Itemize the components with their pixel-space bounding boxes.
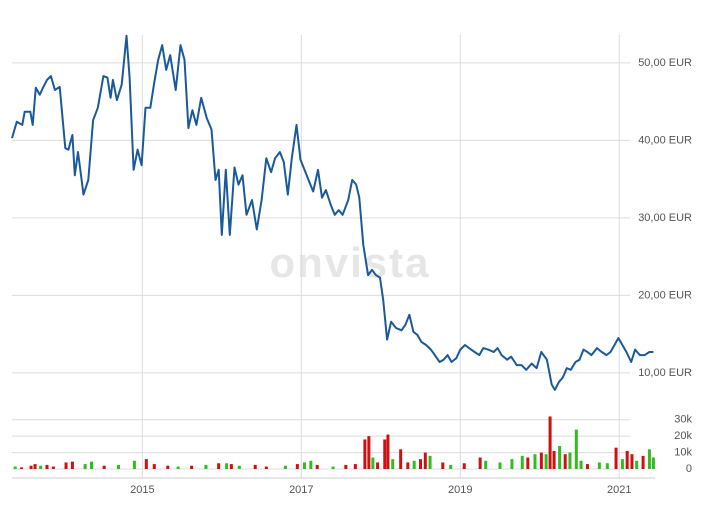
volume-bar — [190, 465, 194, 469]
x-tick-label: 2021 — [607, 484, 631, 496]
volume-bar — [302, 462, 306, 469]
watermark: onvista — [269, 239, 430, 286]
volume-bar — [176, 466, 180, 469]
volume-bar — [568, 452, 572, 469]
volume-bar — [237, 465, 241, 469]
volume-bar — [102, 465, 106, 469]
volume-bar — [585, 464, 589, 469]
x-tick-label: 2017 — [289, 484, 313, 496]
volume-bar — [225, 463, 229, 469]
volume-bar — [539, 452, 543, 469]
volume-bar — [597, 462, 601, 469]
y-tick-label: 0 — [686, 463, 692, 475]
volume-bar — [428, 455, 432, 469]
volume-bar — [39, 465, 43, 469]
volume-bar — [647, 449, 651, 469]
volume-bar — [64, 462, 68, 469]
volume-bar — [144, 459, 148, 469]
volume-bar — [309, 460, 313, 469]
volume-bar — [371, 457, 375, 469]
volume-bar — [363, 439, 367, 469]
volume-bar — [45, 464, 49, 469]
volume-bar — [264, 466, 268, 469]
volume-bar — [449, 464, 453, 469]
volume-bar — [641, 455, 645, 469]
volume-bar — [498, 462, 502, 469]
volume-bar — [478, 457, 482, 469]
y-tick-label: 10k — [674, 446, 692, 458]
volume-bar — [484, 460, 488, 469]
y-tick-label: 30,00 EUR — [638, 212, 692, 224]
volume-bar — [229, 464, 233, 469]
x-tick-label: 2015 — [130, 484, 154, 496]
volume-bar — [399, 449, 403, 469]
volume-bar — [520, 455, 524, 469]
volume-bar — [132, 460, 136, 469]
volume-bar — [83, 464, 87, 469]
volume-bar — [253, 464, 257, 469]
volume-bar — [331, 466, 335, 469]
volume-bar — [295, 464, 299, 469]
volume-bar — [315, 464, 319, 469]
volume-bar — [367, 436, 371, 469]
volume-bar — [386, 434, 390, 469]
volume-bar — [544, 454, 548, 469]
volume-bar — [412, 460, 416, 469]
volume-bar — [614, 447, 618, 469]
y-tick-label: 10,00 EUR — [638, 367, 692, 379]
volume-bar — [579, 460, 583, 469]
volume-bar — [70, 461, 74, 469]
y-tick-label: 30k — [674, 414, 692, 426]
y-tick-label: 20k — [674, 430, 692, 442]
volume-bar — [51, 466, 55, 469]
volume-bar — [391, 459, 395, 469]
volume-bar — [558, 446, 562, 469]
volume-bar — [33, 464, 37, 469]
volume-bar — [533, 454, 537, 469]
volume-bar — [204, 464, 208, 469]
volume-bar — [552, 450, 556, 469]
volume-bar — [651, 457, 655, 469]
volume-bar — [353, 464, 357, 469]
price-line — [11, 34, 654, 391]
volume-bar — [419, 459, 423, 469]
y-tick-label: 50,00 EUR — [638, 57, 692, 69]
volume-bar — [462, 463, 466, 469]
volume-bar — [423, 452, 427, 469]
volume-bar — [620, 459, 624, 469]
volume-bar — [605, 463, 609, 469]
volume-bar — [29, 465, 33, 469]
volume-bar — [510, 459, 514, 469]
volume-bar — [574, 429, 578, 469]
volume-bar — [344, 464, 348, 469]
volume-bar — [20, 467, 24, 469]
volume-bar — [152, 464, 156, 469]
volume-bar — [89, 461, 93, 469]
volume-bar — [635, 460, 639, 469]
volume-bar — [13, 466, 17, 469]
volume-bar — [406, 462, 410, 469]
volume-bar — [441, 462, 445, 469]
volume-bar — [548, 416, 552, 469]
volume-bar — [630, 454, 634, 469]
x-tick-label: 2019 — [448, 484, 472, 496]
volume-bar — [383, 439, 387, 469]
volume-bar — [625, 450, 629, 469]
volume-bar — [117, 464, 121, 469]
volume-bar — [376, 462, 380, 469]
y-tick-label: 20,00 EUR — [638, 289, 692, 301]
volume-bar — [526, 457, 530, 469]
y-tick-label: 40,00 EUR — [638, 134, 692, 146]
volume-bar — [166, 465, 170, 469]
volume-bar — [217, 463, 221, 469]
volume-bar — [283, 465, 287, 469]
volume-bar — [563, 454, 567, 469]
